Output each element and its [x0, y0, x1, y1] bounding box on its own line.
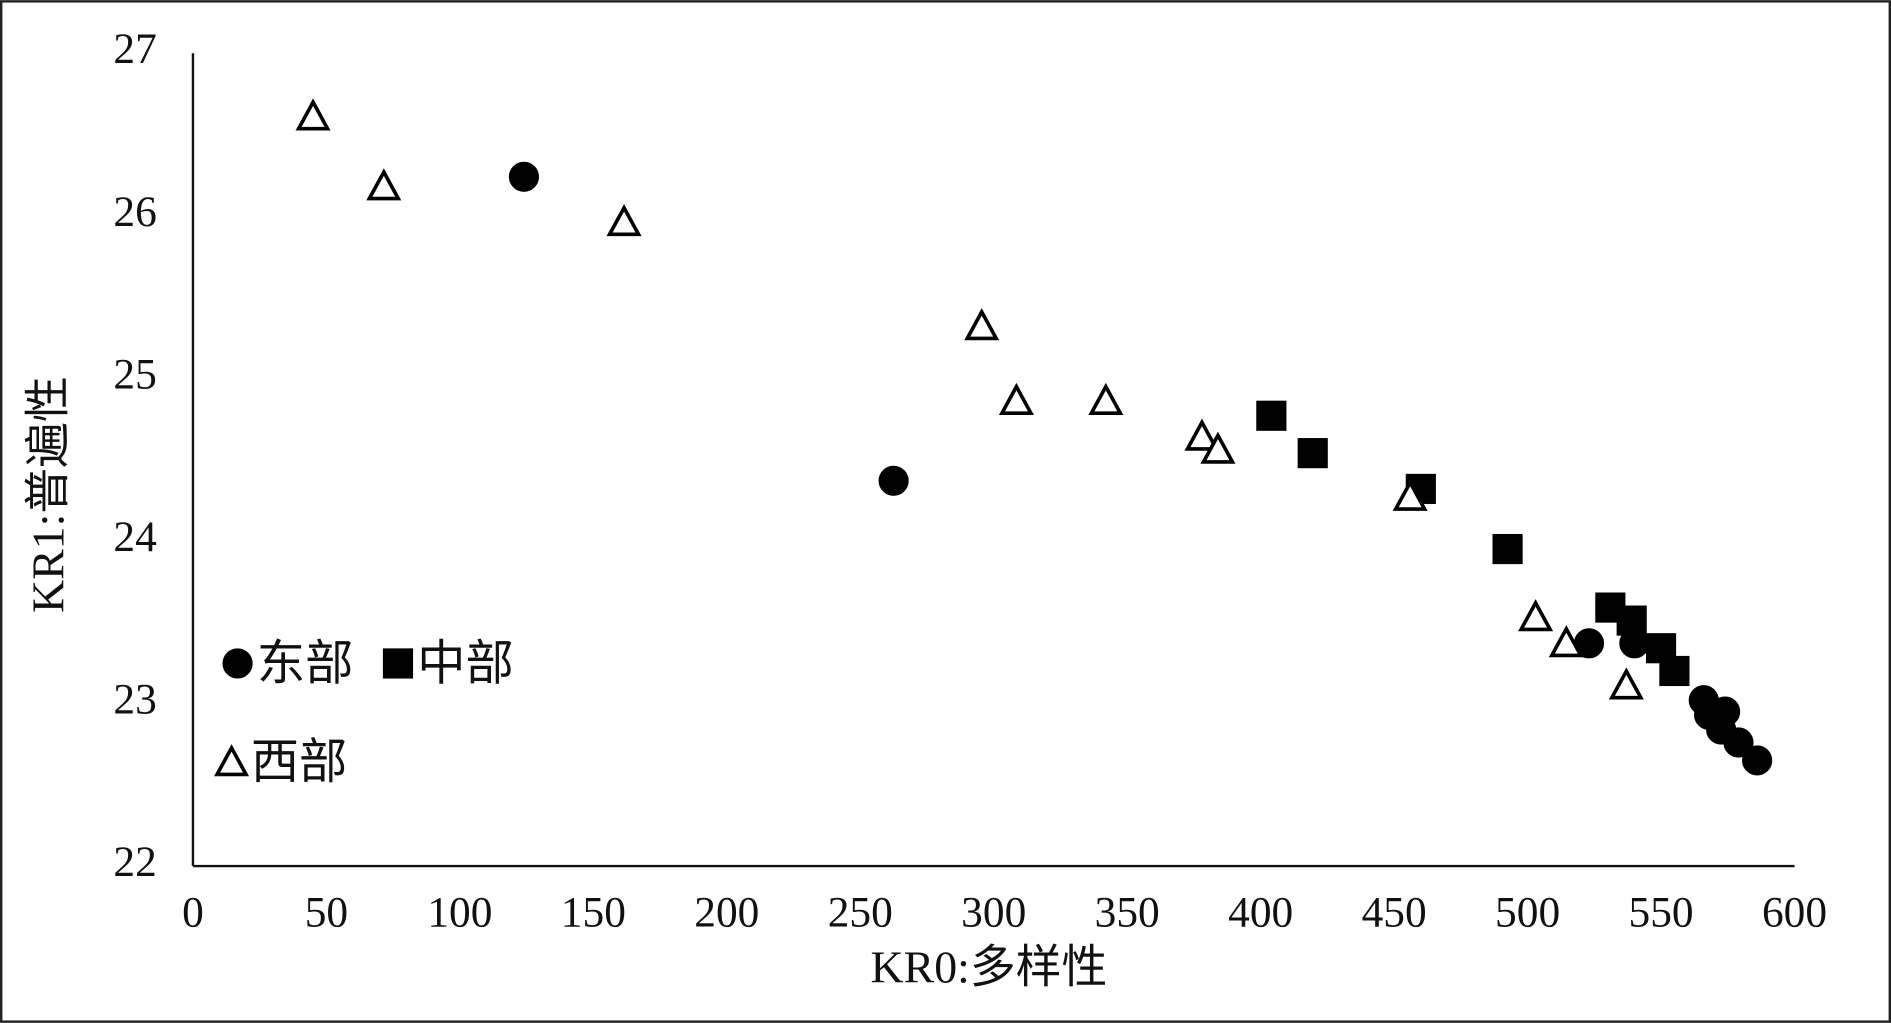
y-tick-label: 27	[113, 25, 156, 73]
point	[295, 98, 331, 131]
point	[1659, 655, 1690, 687]
y-tick-label: 26	[113, 188, 156, 236]
point	[878, 465, 909, 496]
x-tick-label: 450	[1362, 889, 1427, 937]
x-axis-title: KR0:多样性	[871, 942, 1108, 993]
point	[1392, 478, 1428, 511]
point	[1608, 667, 1644, 700]
legend-marker	[222, 648, 253, 679]
x-tick-label: 0	[182, 889, 204, 937]
point	[998, 382, 1034, 415]
y-tick-label: 25	[113, 350, 156, 398]
y-tick-label: 23	[113, 675, 156, 723]
x-tick-label: 150	[561, 889, 626, 937]
x-tick-label: 50	[305, 889, 348, 937]
point	[1723, 727, 1754, 758]
x-tick-label: 200	[694, 889, 759, 937]
y-tick-label: 22	[113, 838, 156, 886]
legend-marker	[214, 744, 250, 777]
x-tick-label: 100	[427, 889, 492, 937]
point	[1256, 400, 1287, 431]
point	[964, 308, 1000, 341]
point	[1616, 605, 1647, 636]
point	[1518, 599, 1554, 632]
point	[1742, 745, 1773, 776]
x-tick-label: 600	[1762, 889, 1827, 937]
point	[1088, 382, 1124, 415]
point	[1184, 418, 1220, 451]
x-tick-label: 400	[1228, 889, 1293, 937]
point	[508, 161, 540, 192]
point	[1492, 533, 1523, 565]
x-tick-label: 550	[1629, 889, 1694, 937]
point	[1200, 431, 1236, 464]
legend-label: 东部	[257, 637, 353, 690]
point	[1548, 625, 1584, 658]
point	[366, 168, 402, 201]
point	[606, 204, 642, 237]
legend-label: 西部	[251, 736, 347, 789]
x-tick-label: 250	[828, 889, 893, 937]
legend-marker	[382, 648, 414, 679]
x-tick-label: 300	[961, 889, 1026, 937]
y-axis-title: KR1:普遍性	[23, 376, 74, 613]
x-tick-label: 350	[1095, 889, 1160, 937]
legend-label: 中部	[417, 637, 513, 690]
x-tick-label: 500	[1495, 889, 1560, 937]
y-tick-label: 24	[113, 513, 157, 561]
point	[1297, 438, 1328, 469]
